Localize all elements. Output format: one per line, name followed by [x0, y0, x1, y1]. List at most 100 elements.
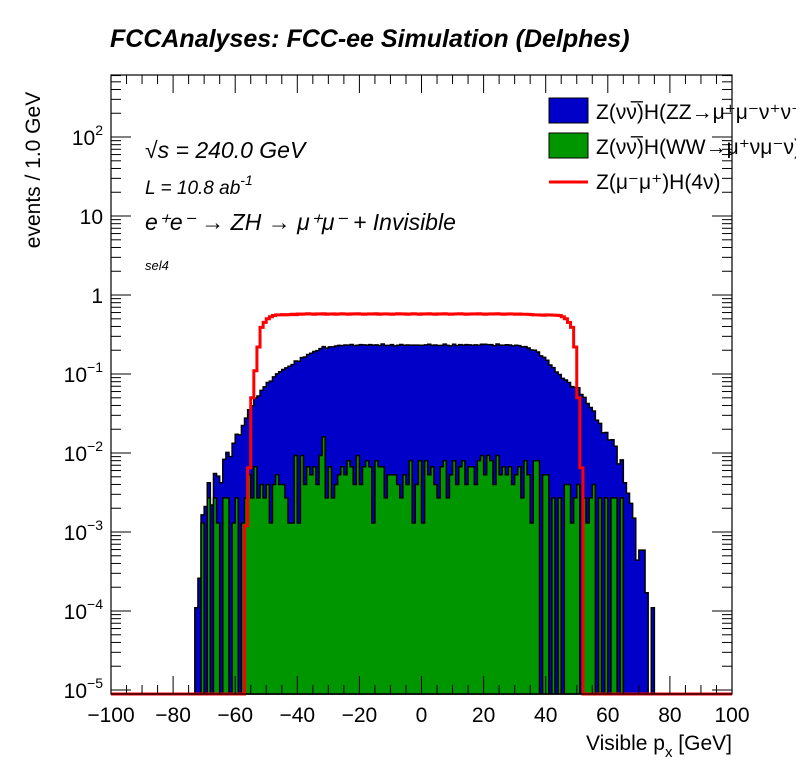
- bar-ww: [527, 474, 531, 694]
- bar-zz: [204, 506, 208, 694]
- bar-ww: [492, 484, 497, 694]
- y-tick-label: 10: [80, 206, 103, 229]
- bar-ww: [570, 523, 575, 694]
- bar-ww: [266, 484, 270, 694]
- bar-ww: [232, 523, 236, 694]
- y-tick-label: 10−5: [64, 675, 104, 703]
- bar-ww: [614, 497, 618, 694]
- y-tick-label: 10−4: [64, 596, 104, 624]
- bar-ww: [589, 497, 593, 694]
- bar-ww: [325, 497, 329, 694]
- bar-ww: [489, 460, 494, 694]
- bar-zz: [555, 372, 559, 694]
- bar-ww: [430, 466, 435, 694]
- bar-ww: [620, 497, 624, 694]
- bar-ww: [334, 484, 339, 694]
- bar-ww: [250, 497, 255, 694]
- y-tick-label-exp: −2: [87, 438, 103, 454]
- bar-ww: [312, 466, 317, 694]
- series-zz-outline: [188, 343, 656, 695]
- bar-ww: [287, 523, 292, 694]
- x-axis-label-unit: [GeV]: [672, 732, 732, 755]
- bar-ww: [464, 484, 469, 694]
- bar-ww: [235, 497, 239, 694]
- bar-ww: [412, 523, 416, 694]
- bar-ww: [604, 497, 609, 694]
- bar-zz: [641, 550, 646, 694]
- annotation-luminosity-exp: -1: [240, 172, 252, 188]
- legend-label-2: Z(μ⁻μ⁺)H(4ν): [596, 171, 721, 194]
- x-axis-label-sub: x: [665, 744, 673, 761]
- bar-ww: [536, 460, 540, 694]
- bar-ww: [564, 484, 568, 694]
- bar-ww: [359, 484, 363, 694]
- bar-ww: [545, 474, 550, 694]
- annotation-process: e⁺e⁻ → ZH → μ⁺μ⁻ + Invisible: [145, 209, 456, 235]
- bar-zz: [219, 482, 224, 694]
- axes: −100 −80 −60 −40 −20 0 20 40 60 80 10010−510−410−3…: [64, 74, 750, 727]
- bar-ww: [461, 460, 466, 694]
- bar-ww: [371, 523, 376, 694]
- bar-ww: [610, 497, 615, 694]
- y-tick-label-base: 10: [80, 206, 103, 229]
- y-tick-label: 10−2: [64, 438, 104, 466]
- bar-zz: [629, 503, 634, 694]
- bar-ww: [381, 466, 385, 694]
- bar-ww: [576, 484, 581, 694]
- x-tick-label: −40: [279, 704, 315, 727]
- bar-zz: [238, 434, 242, 694]
- bar-ww: [378, 466, 382, 694]
- bar-ww: [582, 497, 587, 694]
- bar-ww: [486, 455, 491, 694]
- bar-zz: [607, 440, 612, 694]
- x-tick-label: −60: [217, 704, 253, 727]
- bar-ww: [427, 474, 432, 694]
- legend: Z(νν̅)H(ZZ→μ⁺μ⁻ν⁺ν⁻) Z(νν̅)H(WW→μ⁺νμ⁻ν) Z(…: [548, 97, 796, 194]
- bar-ww: [573, 497, 578, 694]
- bar-ww: [281, 484, 286, 694]
- bar-ww: [405, 484, 410, 694]
- annotation-sqrt-s: √s = 240.0 GeV: [145, 137, 308, 163]
- bar-ww: [331, 497, 335, 694]
- bar-ww: [474, 484, 478, 694]
- bar-ww: [328, 466, 332, 694]
- chart-title: FCCAnalyses: FCC-ee Simulation (Delphes): [110, 25, 630, 53]
- y-tick-label-exp: −4: [87, 596, 103, 612]
- bar-zz: [421, 345, 426, 694]
- bar-ww: [368, 466, 373, 694]
- bar-ww: [213, 497, 217, 694]
- x-tick-label: 100: [714, 704, 749, 727]
- bar-ww: [511, 484, 516, 694]
- bar-ww: [421, 523, 426, 694]
- bar-ww: [449, 474, 453, 694]
- bar-zz: [197, 578, 202, 694]
- bar-ww: [362, 466, 367, 694]
- x-tick-label: −80: [155, 704, 191, 727]
- x-axis-label-text: Visible p: [586, 732, 665, 755]
- x-tick-label: −100: [87, 704, 134, 727]
- x-axis-label: Visible px [GeV]: [586, 732, 732, 761]
- bar-ww: [468, 466, 472, 694]
- legend-swatch-1: [548, 132, 589, 159]
- bar-zz: [530, 350, 534, 694]
- bar-ww: [387, 474, 391, 694]
- bar-zz: [228, 456, 233, 694]
- bar-ww: [542, 474, 547, 694]
- bar-ww: [222, 497, 227, 694]
- bar-ww: [480, 455, 484, 694]
- bar-ww: [443, 460, 447, 694]
- bar-ww: [551, 497, 556, 694]
- y-tick-label-base: 1: [91, 285, 103, 308]
- y-tick-label: 102: [72, 122, 103, 150]
- x-tick-label: 60: [596, 704, 619, 727]
- bar-ww: [458, 466, 463, 694]
- bar-ww: [269, 523, 273, 694]
- bar-ww: [244, 497, 249, 694]
- bar-ww: [505, 474, 509, 694]
- y-axis-label: events / 1.0 GeV: [22, 92, 45, 248]
- bar-zz: [412, 345, 416, 694]
- bar-zz: [539, 355, 543, 694]
- bar-ww: [353, 484, 357, 694]
- x-tick-label: 0: [416, 704, 428, 727]
- bar-ww: [322, 436, 326, 694]
